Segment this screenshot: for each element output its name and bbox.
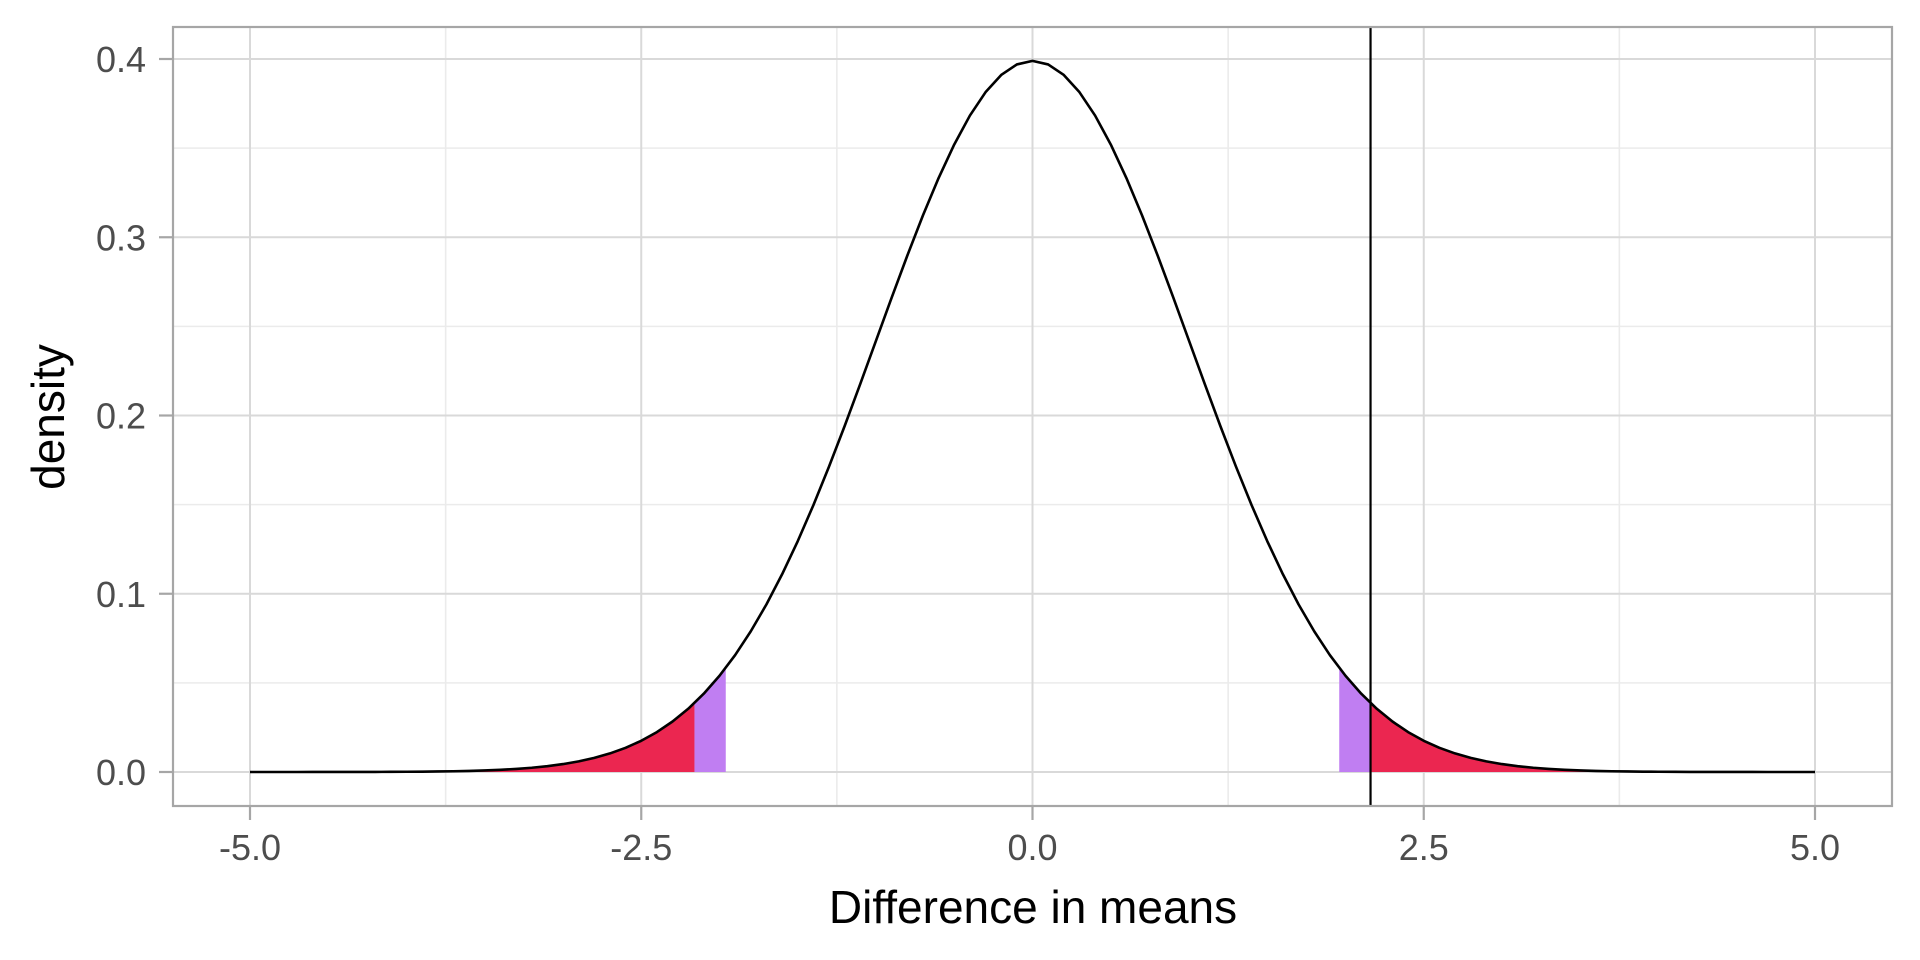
y-axis-title: density <box>22 344 74 490</box>
major-gridlines <box>173 27 1892 806</box>
x-tick-label: 0.0 <box>1007 827 1057 868</box>
y-tick-label: 0.0 <box>96 752 146 793</box>
rejection-region-fill <box>1339 667 1371 772</box>
x-axis-title: Difference in means <box>829 881 1237 933</box>
p-value-area-fill <box>1370 703 1815 772</box>
x-tick-label: 2.5 <box>1399 827 1449 868</box>
y-tick-label: 0.1 <box>96 574 146 615</box>
p-value-area-fill <box>250 703 695 772</box>
y-tick-label: 0.3 <box>96 217 146 258</box>
rejection-region-fill <box>694 667 726 772</box>
x-tick-label: 5.0 <box>1790 827 1840 868</box>
x-tick-label: -5.0 <box>219 827 281 868</box>
y-axis: 0.0 0.1 0.2 0.3 0.4 <box>96 39 173 793</box>
density-curve <box>249 59 1816 774</box>
x-axis: -5.0 -2.5 0.0 2.5 5.0 <box>219 806 1840 868</box>
y-tick-label: 0.4 <box>96 39 146 80</box>
x-tick-label: -2.5 <box>610 827 672 868</box>
y-tick-label: 0.2 <box>96 396 146 437</box>
shaded-regions <box>250 667 1815 772</box>
